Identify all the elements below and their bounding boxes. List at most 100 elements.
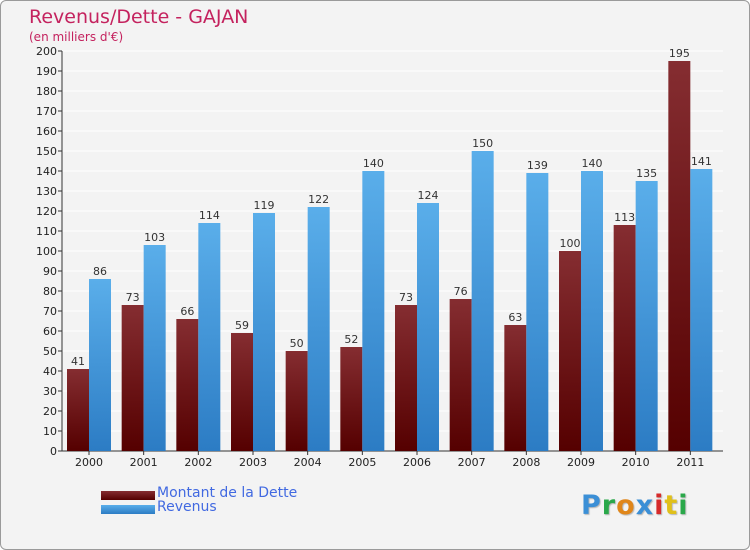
data-label-debt: 113 (614, 211, 635, 224)
logo-letter: t (664, 490, 679, 521)
y-tick-label: 50 (43, 345, 57, 358)
bar-debt (613, 225, 636, 451)
y-tick-label: 180 (36, 85, 57, 98)
legend-swatch-debt (101, 491, 155, 500)
bar-debt (395, 305, 417, 451)
logo-letter: r (601, 490, 617, 521)
bar-revenue (581, 171, 603, 451)
x-tick-label: 2007 (458, 456, 486, 469)
y-tick-label: 30 (43, 385, 57, 398)
logo-letter: i (654, 490, 665, 521)
data-label-revenue: 122 (308, 193, 329, 206)
x-tick-label: 2011 (676, 456, 704, 469)
legend-label-revenue: Revenus (157, 499, 217, 515)
bar-debt (504, 325, 527, 451)
y-tick-label: 110 (36, 225, 57, 238)
bar-debt (121, 305, 144, 451)
y-tick-label: 130 (36, 185, 57, 198)
bar-debt (340, 347, 363, 451)
bar-debt (449, 299, 472, 451)
proxiti-logo: Proxiti (581, 490, 689, 521)
data-label-revenue: 150 (472, 137, 493, 150)
legend-swatch-revenue (101, 505, 155, 514)
data-label-revenue: 86 (93, 265, 107, 278)
bar-debt (176, 319, 199, 451)
bars (67, 61, 713, 451)
data-label-debt: 52 (344, 333, 358, 346)
x-tick-label: 2008 (512, 456, 540, 469)
chart-subtitle: (en milliers d'€) (29, 30, 124, 44)
logo-letter: P (581, 490, 602, 521)
y-tick-label: 40 (43, 365, 57, 378)
data-label-revenue: 103 (144, 231, 165, 244)
y-axis-ticks: 0 10 20 30 40 50 60 70 80 90 100 110 120 130 140 150 160… (36, 45, 57, 458)
data-label-revenue: 140 (582, 157, 603, 170)
data-label-debt: 76 (454, 285, 468, 298)
y-tick-label: 90 (43, 265, 57, 278)
data-label-debt: 100 (560, 237, 581, 250)
data-label-debt: 41 (71, 355, 85, 368)
x-tick-label: 2000 (75, 456, 103, 469)
data-labels: 41 86 73 103 66 114 59 119 50 122 52 140 73 124 76 150 6… (71, 47, 712, 368)
y-tick-label: 0 (50, 445, 57, 458)
bar-debt (668, 61, 691, 451)
data-label-debt: 50 (290, 337, 304, 350)
bar-revenue (417, 203, 439, 451)
bar-revenue (690, 169, 713, 451)
x-tick-label: 2003 (239, 456, 267, 469)
y-tick-label: 80 (43, 285, 57, 298)
x-tick-label: 2005 (348, 456, 376, 469)
data-label-debt: 59 (235, 319, 249, 332)
y-tick-label: 10 (43, 425, 57, 438)
chart-title: Revenus/Dette - GAJAN (29, 6, 249, 28)
y-tick-label: 20 (43, 405, 57, 418)
y-tick-label: 100 (36, 245, 57, 258)
data-label-revenue: 141 (691, 155, 712, 168)
data-label-debt: 73 (126, 291, 140, 304)
bar-revenue (198, 223, 221, 451)
x-tick-label: 2004 (294, 456, 322, 469)
data-label-revenue: 135 (636, 167, 657, 180)
y-tick-label: 170 (36, 105, 57, 118)
x-tick-label: 2009 (567, 456, 595, 469)
x-tick-label: 2001 (130, 456, 158, 469)
bar-revenue (307, 207, 330, 451)
y-tick-label: 60 (43, 325, 57, 338)
bar-revenue (89, 279, 111, 451)
x-tick-label: 2006 (403, 456, 431, 469)
x-tick-label: 2010 (622, 456, 650, 469)
y-tick-label: 70 (43, 305, 57, 318)
legend-label-debt: Montant de la Dette (157, 485, 298, 501)
data-label-debt: 63 (508, 311, 522, 324)
bar-revenue (471, 151, 494, 451)
bar-debt (67, 369, 89, 451)
bar-revenue (635, 181, 658, 451)
bar-debt (285, 351, 308, 451)
data-label-revenue: 139 (527, 159, 548, 172)
y-tick-label: 150 (36, 145, 57, 158)
y-tick-label: 200 (36, 45, 57, 58)
data-label-revenue: 124 (418, 189, 439, 202)
data-label-revenue: 114 (199, 209, 220, 222)
y-tick-label: 120 (36, 205, 57, 218)
data-label-revenue: 119 (254, 199, 275, 212)
bar-debt (559, 251, 581, 451)
y-tick-label: 190 (36, 65, 57, 78)
data-label-debt: 73 (399, 291, 413, 304)
y-tick-label: 140 (36, 165, 57, 178)
bar-revenue (253, 213, 275, 451)
bar-revenue (143, 245, 166, 451)
bar-revenue (526, 173, 549, 451)
y-tick-label: 160 (36, 125, 57, 138)
x-axis-ticks: 2000 2001 2002 2003 2004 2005 2006 2007 2008 2009… (75, 451, 704, 469)
logo-letter: o (616, 490, 636, 521)
bar-revenue (362, 171, 385, 451)
logo-letter: x (635, 490, 655, 521)
grid-layer (58, 50, 723, 452)
x-tick-label: 2002 (184, 456, 212, 469)
logo-letter: i (678, 490, 689, 521)
data-label-debt: 66 (180, 305, 194, 318)
bar-debt (231, 333, 253, 451)
